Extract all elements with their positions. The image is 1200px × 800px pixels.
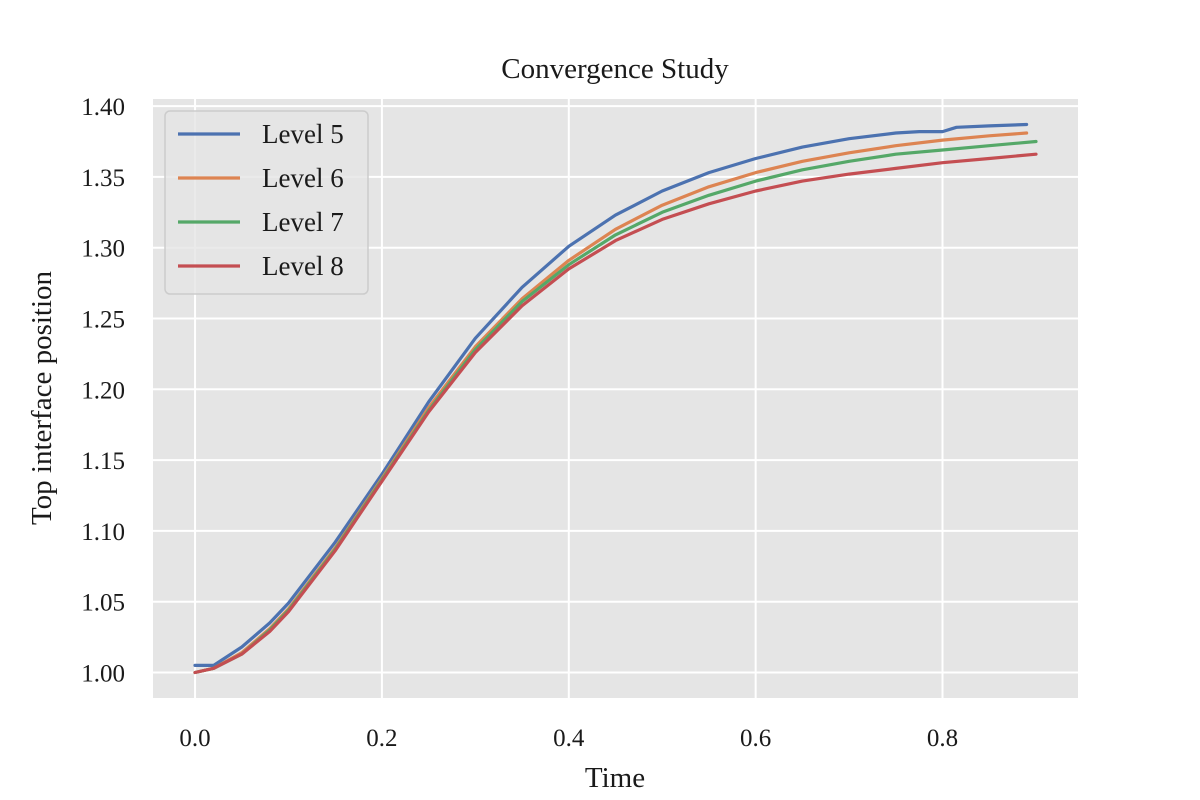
legend-label: Level 5: [262, 119, 344, 149]
x-tick-label: 0.4: [553, 725, 585, 752]
series-line-level-8: [193, 152, 1038, 675]
y-tick-labels: 1.00 1.05 1.10 1.15 1.20 1.25 1.30 1.35 1.40: [81, 94, 125, 687]
x-tick-label: 0.6: [740, 725, 771, 752]
y-axis-label: Top interface position: [26, 270, 58, 525]
legend: Level 5 Level 6 Level 7 Level 8: [164, 110, 369, 295]
y-tick-label: 1.40: [81, 94, 125, 121]
legend-label: Level 7: [262, 207, 344, 237]
y-tick-label: 1.10: [81, 519, 125, 546]
x-tick-labels: 0.0 0.2 0.4 0.6 0.8: [179, 725, 958, 752]
y-tick-label: 1.20: [81, 377, 125, 404]
x-axis-label: Time: [585, 762, 645, 794]
legend-box: [164, 110, 369, 295]
y-tick-label: 1.35: [81, 165, 125, 192]
x-tick-label: 0.2: [366, 725, 397, 752]
legend-label: Level 8: [262, 251, 344, 281]
y-tick-label: 1.15: [81, 448, 125, 475]
x-tick-label: 0.8: [927, 725, 958, 752]
grid-lines: [153, 99, 1078, 698]
series-lines: [193, 122, 1038, 675]
legend-label: Level 6: [262, 163, 344, 193]
y-tick-label: 1.25: [81, 306, 125, 333]
chart-title: Convergence Study: [501, 53, 729, 85]
y-tick-label: 1.30: [81, 236, 125, 263]
x-tick-label: 0.0: [179, 725, 210, 752]
y-tick-label: 1.00: [81, 661, 125, 688]
series-line-level-5: [193, 122, 1029, 668]
y-tick-label: 1.05: [81, 590, 125, 617]
